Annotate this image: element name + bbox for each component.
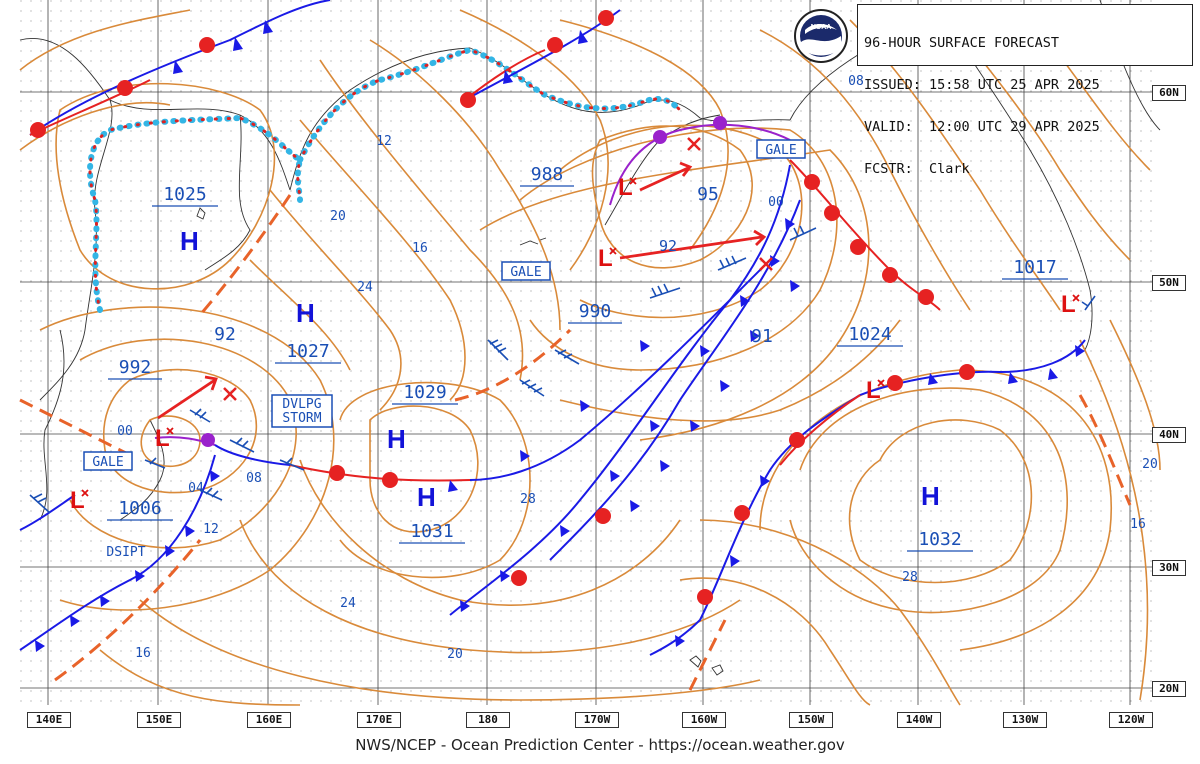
product-title: 96-HOUR SURFACE FORECAST xyxy=(864,35,1060,51)
isobar-label: 24 xyxy=(357,280,373,295)
longitude-label: 120W xyxy=(1109,712,1153,728)
isobar-label: 20 xyxy=(447,647,463,662)
noaa-logo: NOAA xyxy=(794,9,848,63)
isobar-label: 08 xyxy=(246,471,262,486)
isobar-label: 92 xyxy=(659,237,677,255)
gale-warning: GALE xyxy=(510,265,541,280)
cold-front xyxy=(449,164,791,616)
high-center-h: H xyxy=(296,298,315,328)
pressure-value: 1024 xyxy=(848,324,891,345)
isobar-label: 00 xyxy=(768,195,784,210)
isobar-label: 12 xyxy=(203,522,219,537)
cold-front xyxy=(19,454,216,651)
gale-warning: GALE xyxy=(765,143,796,158)
longitude-label: 150W xyxy=(789,712,833,728)
high-center-h: H xyxy=(921,481,940,511)
isobar-label: 28 xyxy=(520,492,536,507)
longitude-label: 130W xyxy=(1003,712,1047,728)
latitude-label: 60N xyxy=(1152,85,1186,101)
pressure-value: 990 xyxy=(579,301,612,322)
forecast-info-box: 96-HOUR SURFACE FORECAST ISSUED: 15:58 U… xyxy=(857,4,1193,176)
longitude-label: 140E xyxy=(27,712,71,728)
pressure-value: 1032 xyxy=(918,529,961,550)
low-center-l: L xyxy=(866,377,881,404)
pressure-value: 1029 xyxy=(403,382,446,403)
pressure-value: 1017 xyxy=(1013,257,1056,278)
isobar-label: 00 xyxy=(117,424,133,439)
footer-credit: NWS/NCEP - Ocean Prediction Center - htt… xyxy=(355,736,845,754)
cold-front xyxy=(214,444,291,466)
future-position-x xyxy=(223,137,773,401)
pressure-value: 1031 xyxy=(410,521,453,542)
longitude-label: 170E xyxy=(357,712,401,728)
isobar-label: 24 xyxy=(340,596,356,611)
wind-barbs xyxy=(29,225,1096,514)
pressure-value: 1025 xyxy=(163,184,206,205)
isobar-label: 16 xyxy=(135,646,151,661)
pressure-values: 1025 1027 1029 1031 1032 988 990 992 100… xyxy=(118,164,1056,550)
isobar-label: 16 xyxy=(1130,517,1146,532)
issued-time: ISSUED: 15:58 UTC 25 APR 2025 xyxy=(864,77,1100,93)
low-center-l: L xyxy=(155,425,170,452)
longitude-label: 180 xyxy=(466,712,510,728)
occluded-front xyxy=(609,123,791,206)
pressure-value: 988 xyxy=(531,164,564,185)
high-center-h: H xyxy=(417,482,436,512)
isobar-label: 04 xyxy=(188,481,204,496)
longitude-label: 160E xyxy=(247,712,291,728)
warm-front xyxy=(649,394,861,656)
storm-track-arrows xyxy=(157,161,767,420)
isobar-label: 16 xyxy=(412,241,428,256)
forecaster: FCSTR: Clark xyxy=(864,161,970,177)
low-center-l: L xyxy=(1061,291,1076,318)
warm-front xyxy=(289,464,471,482)
low-center-l: L xyxy=(70,487,85,514)
isobar-label: 92 xyxy=(214,324,236,345)
front-symbols xyxy=(30,10,1085,652)
troughs xyxy=(19,194,1132,691)
dissipating-label: DSIPT xyxy=(106,545,145,560)
isobar-label: 20 xyxy=(1142,457,1158,472)
pressure-value: 1006 xyxy=(118,498,161,519)
isobar-label: 95 xyxy=(697,184,719,205)
pressure-value: 992 xyxy=(119,357,152,378)
isobar-label: 20 xyxy=(330,209,346,224)
valid-time: VALID: 12:00 UTC 29 APR 2025 xyxy=(864,119,1100,135)
latitude-label: 50N xyxy=(1152,275,1186,291)
latitude-label: 20N xyxy=(1152,681,1186,697)
low-center-l: L xyxy=(598,245,613,272)
isobar-labels: 12 20 16 24 08 00 92 95 91 92 00 04 08 1… xyxy=(117,74,1158,662)
high-center-h: H xyxy=(180,226,199,256)
isobar-label: 12 xyxy=(376,134,392,149)
longitude-label: 140W xyxy=(897,712,941,728)
isobar-label: 08 xyxy=(848,74,864,89)
cold-front xyxy=(469,264,766,481)
high-center-h: H xyxy=(387,424,406,454)
longitude-label: 160W xyxy=(682,712,726,728)
isobar-label: 28 xyxy=(902,570,918,585)
latitude-label: 30N xyxy=(1152,560,1186,576)
pressure-centers: H H H H H L L L L L L xyxy=(70,174,1076,514)
developing-storm-warning: STORM xyxy=(282,411,321,426)
longitude-label: 150E xyxy=(137,712,181,728)
gale-warning: GALE xyxy=(92,455,123,470)
pressure-value: 1027 xyxy=(286,341,329,362)
svg-text:NOAA: NOAA xyxy=(811,24,832,31)
developing-storm-warning: DVLPG xyxy=(282,397,321,412)
isobar-label: 91 xyxy=(751,326,773,347)
warning-labels: GALE GALE GALE DVLPG STORM DSIPT xyxy=(83,139,806,560)
longitude-label: 170W xyxy=(575,712,619,728)
low-center-l: L xyxy=(618,174,633,201)
latitude-label: 40N xyxy=(1152,427,1186,443)
